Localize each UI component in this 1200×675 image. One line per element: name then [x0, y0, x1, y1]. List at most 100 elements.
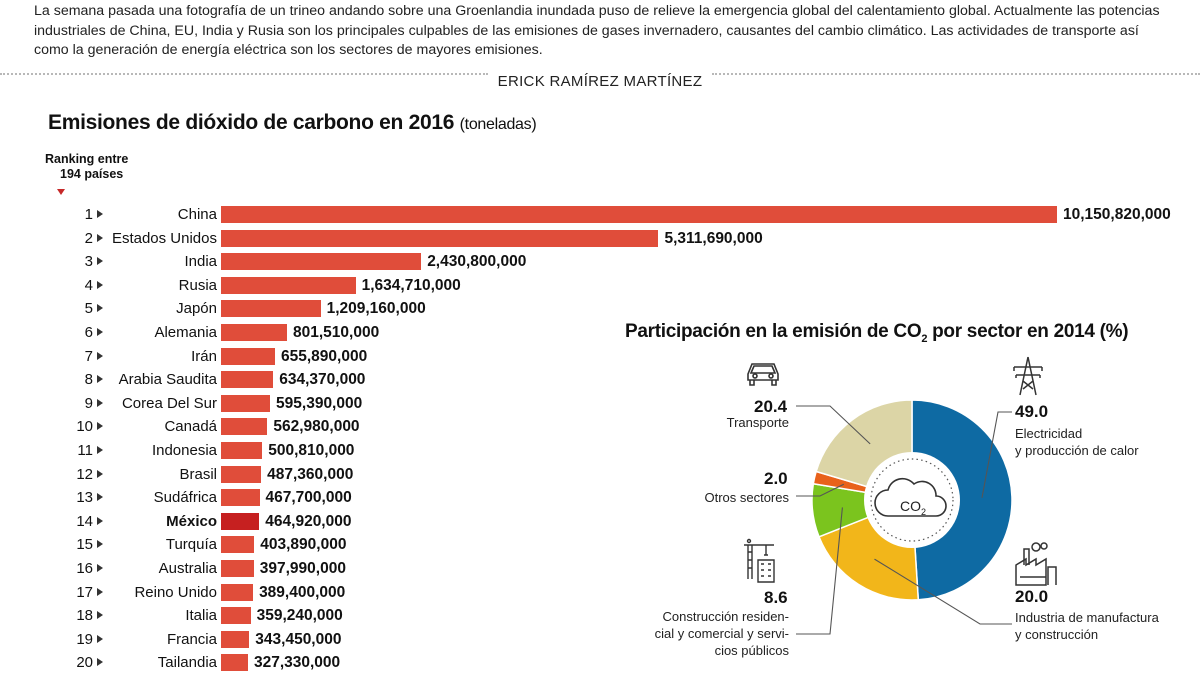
bar-row: 10 Canadá 562,980,000	[0, 415, 1200, 438]
country-label: Corea Del Sur	[121, 394, 217, 412]
bar	[221, 371, 274, 389]
bar	[221, 654, 248, 672]
bar-value-label: 1,634,710,000	[361, 276, 461, 294]
bar-value-label: 1,209,160,000	[326, 300, 426, 318]
country-label: Australia	[158, 560, 217, 577]
rank-arrow-icon	[97, 611, 103, 620]
country-label: Alemania	[154, 324, 217, 341]
country-label: Sudáfrica	[153, 489, 217, 507]
rank-arrow-icon	[97, 516, 103, 525]
country-label: México	[166, 512, 217, 530]
rank-arrow-icon	[97, 328, 103, 336]
country-label: Rusia	[178, 276, 217, 294]
pie-chart-title: Participación en la emisión de CO2 por s…	[625, 321, 1129, 345]
rank-number: 19	[76, 630, 93, 648]
country-label: Turquía	[165, 536, 217, 554]
rank-number: 7	[84, 347, 93, 365]
bar	[221, 324, 287, 341]
rank-arrow-icon	[97, 257, 103, 266]
bar-value-label: 343,450,000	[255, 630, 342, 648]
country-label: Indonesia	[151, 442, 217, 459]
divider-left	[0, 73, 488, 75]
bar-row: 19 Francia 343,450,000	[0, 628, 1200, 651]
bar-chart-unit: (toneladas)	[459, 116, 537, 133]
leader-line-industria	[874, 558, 1012, 625]
bar-row: 8 Arabia Saudita 634,370,000	[0, 368, 1200, 391]
bar-row: 18 Italia 359,240,000	[0, 604, 1200, 627]
bar-value-label: 5,311,690,000	[664, 229, 763, 247]
bar-row: 4 Rusia 1,634,710,000	[0, 274, 1200, 297]
bar	[221, 206, 1057, 223]
rank-number: 15	[76, 536, 93, 554]
bar-value-label: 10,150,820,000	[1063, 206, 1171, 223]
bar-value-label: 403,890,000	[260, 536, 347, 554]
bar-row: 17 Reino Unido 389,400,000	[0, 581, 1200, 604]
rank-arrow-icon	[97, 210, 103, 218]
bar	[221, 276, 356, 294]
pie-title-suffix: por sector en 2014 (%)	[927, 321, 1129, 342]
rank-arrow-icon	[97, 351, 103, 360]
bar-row: 9 Corea Del Sur 595,390,000	[0, 392, 1200, 415]
bar	[221, 630, 250, 648]
pie-value-construccion: 8.6	[764, 588, 788, 607]
factory-icon	[1015, 542, 1057, 586]
rank-number: 12	[76, 465, 93, 483]
bar	[221, 418, 268, 436]
pie-label-otros: Otros sectores	[704, 490, 789, 505]
crane-building-icon	[744, 538, 775, 583]
rank-number: 4	[84, 276, 93, 294]
bar-value-label: 397,990,000	[259, 560, 346, 577]
pie-label-industria-2: y construcción	[1015, 627, 1098, 642]
co2-center-label: CO2	[900, 498, 926, 517]
co2-cloud-icon	[874, 477, 947, 517]
bar	[221, 607, 251, 625]
country-label: Reino Unido	[134, 583, 217, 601]
rank-number: 14	[76, 512, 93, 530]
bar-value-label: 801,510,000	[293, 324, 380, 341]
ranking-header: Ranking entre 194 países	[45, 152, 145, 182]
pie-value-industria: 20.0	[1015, 587, 1048, 606]
bar-value-label: 389,400,000	[259, 583, 346, 601]
leader-line-transporte	[796, 405, 871, 445]
pie-title-main: Participación en la emisión de CO	[625, 321, 922, 342]
pie-value-electricidad: 49.0	[1015, 402, 1048, 421]
ranking-header-line2: 194 países	[60, 167, 124, 181]
country-label: Arabia Saudita	[118, 371, 217, 389]
rank-arrow-icon	[97, 540, 103, 549]
country-label: China	[177, 206, 217, 223]
rank-number: 18	[76, 607, 93, 625]
rank-arrow-icon	[97, 304, 103, 313]
bar-row: 14 México 464,920,000	[0, 510, 1200, 533]
pie-title-sub: 2	[921, 332, 928, 345]
bar-row: 15 Turquía 403,890,000	[0, 533, 1200, 556]
pie-value-transporte: 20.4	[754, 397, 788, 416]
country-label: Japón	[176, 300, 217, 318]
rank-arrow-icon	[97, 493, 103, 502]
country-label: Francia	[166, 630, 217, 648]
rank-arrow-icon	[97, 564, 103, 572]
rank-arrow-icon	[97, 658, 103, 667]
bar-value-label: 634,370,000	[279, 371, 366, 389]
leader-line-electricidad	[981, 411, 1012, 498]
bar	[221, 489, 260, 507]
bar	[221, 560, 254, 577]
pie-label-transporte: Transporte	[727, 415, 789, 430]
bar-chart-title-text: Emisiones de dióxido de carbono en 2016	[48, 111, 455, 134]
bar-value-label: 327,330,000	[253, 654, 341, 672]
country-label: Italia	[185, 607, 217, 625]
pie-label-construccion-3: cios públicos	[715, 643, 790, 658]
rank-number: 1	[84, 206, 93, 223]
country-label: India	[184, 253, 217, 271]
rank-arrow-icon	[97, 469, 103, 478]
country-label: Estados Unidos	[111, 229, 217, 247]
rank-arrow-icon	[97, 375, 103, 384]
sector-donut-chart: CO2 49.0 Electricidad y producción de ca…	[655, 356, 1160, 658]
bar-row: 20 Tailandia 327,330,000	[0, 651, 1200, 674]
rank-number: 10	[76, 418, 93, 436]
rank-number: 6	[84, 324, 93, 341]
bar-row: 3 India 2,430,800,000	[0, 250, 1200, 273]
bar-row: 16 Australia 397,990,000	[0, 557, 1200, 580]
rank-number: 13	[76, 489, 93, 507]
bar	[221, 347, 276, 365]
ranking-header-line1: Ranking entre	[45, 152, 129, 166]
